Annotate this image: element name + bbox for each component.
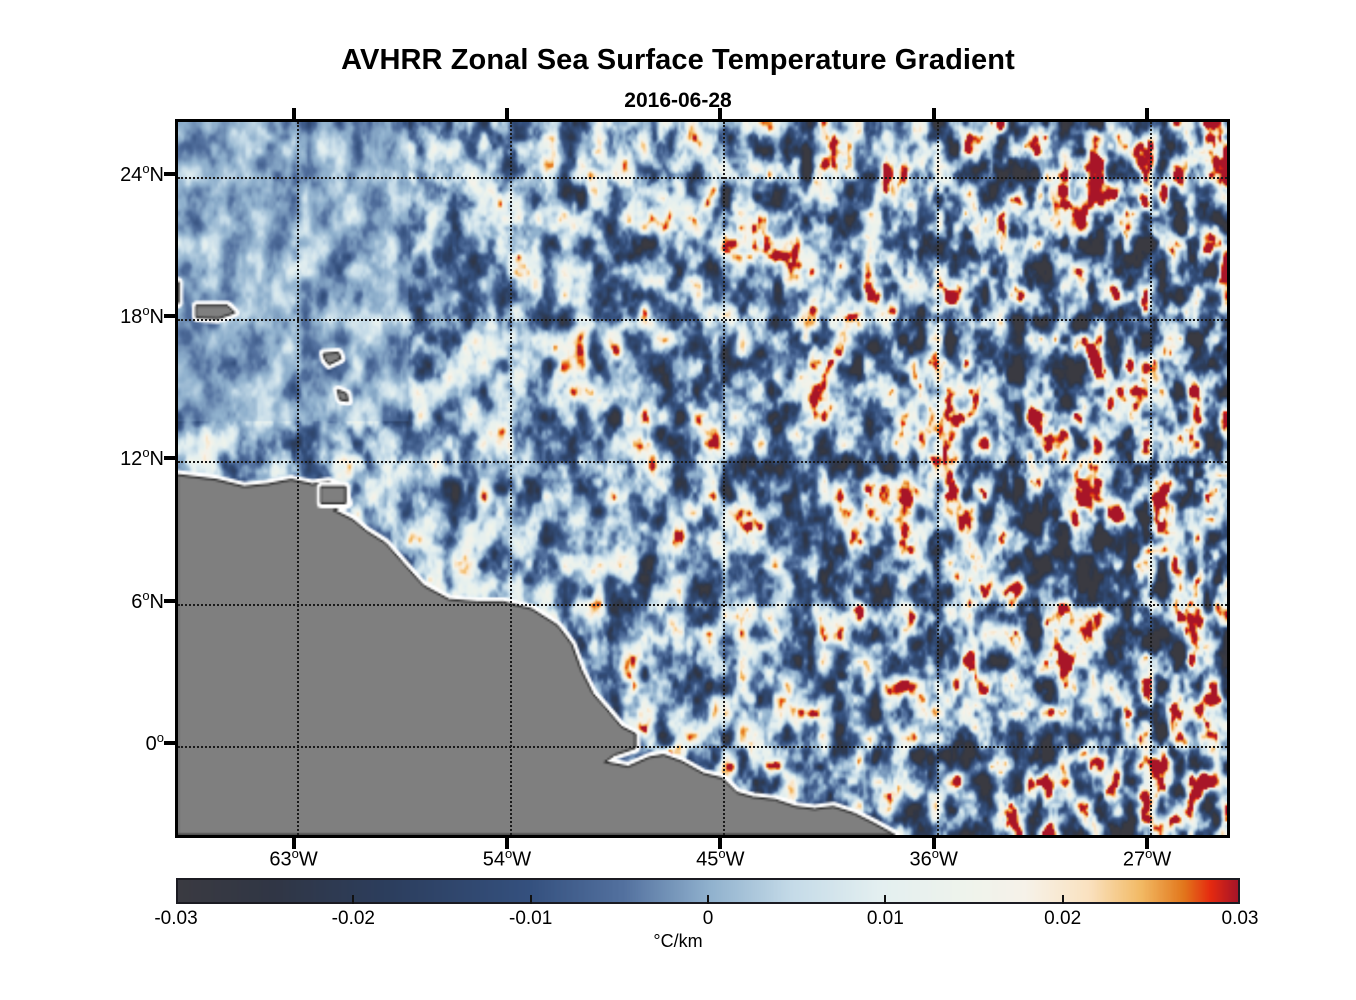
axis-label-lon: 45oW — [696, 846, 745, 871]
axis-label-lat: 0o — [145, 730, 164, 755]
colorbar[interactable] — [176, 878, 1240, 904]
sst-gradient-field — [178, 122, 1227, 835]
axis-label-lon: 63oW — [269, 846, 318, 871]
axis-label-lon: 54oW — [482, 846, 532, 871]
figure-subtitle: 2016-06-28 — [624, 89, 732, 112]
page-title: AVHRR Zonal Sea Surface Temperature Grad… — [341, 44, 1015, 76]
map-axes[interactable] — [175, 119, 1230, 838]
axis-label-lat: 12oN — [120, 445, 164, 471]
axis-label-lat: 6oN — [131, 587, 164, 613]
axis-label-lon: 27oW — [1122, 846, 1172, 871]
colorbar-unit-label: °C/km — [653, 931, 703, 951]
colorbar-tick-label: 0.03 — [1221, 908, 1259, 929]
colorbar-tick-label: 0.02 — [1044, 908, 1082, 929]
axis-label-lat: 18oN — [120, 303, 164, 328]
colorbar-tick-label: 0.01 — [866, 908, 904, 929]
colorbar-tick-label: -0.01 — [509, 908, 553, 929]
axis-label-lon: 36oW — [909, 846, 958, 871]
colorbar-tick-label: 0 — [702, 908, 714, 929]
colorbar-tick-label: -0.03 — [154, 908, 198, 929]
axis-label-lat: 24oN — [120, 160, 164, 186]
colorbar-tick-label: -0.02 — [331, 908, 375, 929]
